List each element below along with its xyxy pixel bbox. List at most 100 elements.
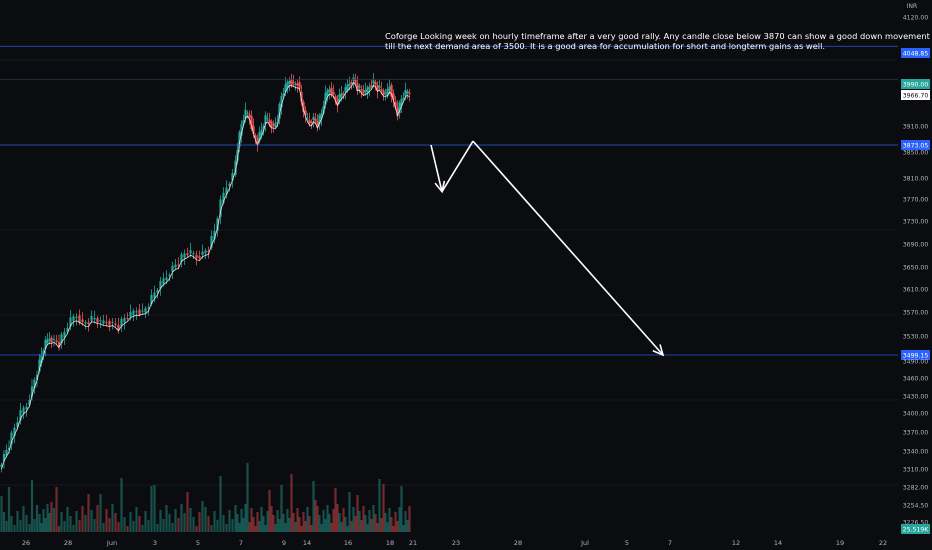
volume-bar: [366, 524, 369, 532]
price-tag: [901, 140, 930, 150]
candle-body: [216, 218, 219, 231]
projection-segment: [472, 140, 664, 356]
candle-body: [356, 83, 359, 92]
candle-body: [322, 106, 325, 114]
volume-bar: [38, 514, 41, 532]
volume-bar: [96, 505, 99, 532]
volume-bar: [171, 523, 174, 532]
volume-bar: [278, 519, 281, 532]
volume-bar: [318, 515, 321, 532]
volume-bar: [378, 479, 381, 532]
volume-bar: [120, 478, 123, 532]
candle-body: [408, 92, 411, 94]
candle-body: [50, 337, 53, 343]
volume-bar: [406, 520, 409, 532]
volume-bar: [328, 514, 331, 532]
volume-bar: [213, 511, 216, 532]
time-axis-label: 28: [514, 539, 522, 547]
volume-bar: [348, 492, 351, 532]
time-axis-label: 18: [386, 539, 394, 547]
volume-bar: [72, 525, 75, 532]
candle-body: [66, 328, 69, 333]
candle-body: [90, 316, 93, 321]
candle-body: [348, 83, 351, 87]
candle-body: [168, 275, 171, 277]
volume-bar: [354, 516, 357, 532]
candle-body: [57, 341, 61, 347]
time-axis[interactable]: 26 28 Jun 3 5 7 9 14 16 18 21 23 28 Jul 5 7 12 14 19 22: [22, 539, 887, 547]
volume-bar: [174, 509, 177, 532]
price-axis-label: 3370.00: [903, 430, 929, 437]
price-axis-label: 3254.50: [903, 503, 929, 510]
volume-bar: [396, 521, 399, 532]
currency-label: INR: [907, 3, 917, 10]
arrow-head: [652, 344, 665, 357]
candle-body: [326, 90, 329, 97]
candle-body: [288, 81, 291, 84]
price-axis-label: 25.519K: [903, 527, 930, 534]
time-axis-label: 3: [153, 539, 157, 547]
volume-bar: [408, 506, 411, 532]
candle-body: [60, 334, 63, 344]
volume-bar: [262, 516, 265, 532]
volume-bar: [336, 504, 339, 532]
candle-body: [207, 250, 210, 252]
candle-body: [318, 115, 321, 125]
time-axis-label: 5: [196, 539, 200, 547]
volume-bar: [390, 517, 393, 532]
volume-bar: [52, 508, 56, 532]
time-axis-label: 19: [836, 539, 844, 547]
candle-body: [162, 278, 165, 285]
current-price-tag: [901, 90, 930, 100]
candle-body: [240, 124, 243, 136]
volume-bar: [48, 513, 51, 532]
time-axis-label: 26: [22, 539, 30, 547]
candle-body: [13, 427, 16, 436]
price-axis-label: 3430.00: [903, 394, 929, 401]
time-axis-label: 12: [732, 539, 740, 547]
candle-body: [2, 453, 6, 462]
time-axis-label: Jun: [106, 539, 117, 547]
volume-bar: [66, 507, 69, 532]
time-axis-label: Jul: [580, 539, 589, 547]
candle-body: [42, 350, 45, 355]
volume-bar: [266, 511, 269, 532]
moving-average-line: [1, 81, 410, 470]
candle-body: [302, 101, 305, 112]
candle-body: [105, 322, 108, 324]
volume-bar: [177, 518, 180, 532]
volume-bar: [50, 502, 53, 532]
volume-bar: [352, 507, 355, 532]
candle-body: [228, 183, 231, 187]
volume-bar: [60, 512, 63, 532]
volume-bar: [75, 511, 78, 532]
candle-body: [370, 84, 373, 87]
price-axis-label: 3400.00: [903, 411, 929, 418]
candle-body: [346, 84, 349, 91]
volume-bar: [298, 517, 301, 532]
volume-bar: [156, 524, 159, 532]
volume-bar: [388, 508, 391, 532]
price-axis-label: 3966.70: [903, 93, 929, 100]
volume-bar: [402, 525, 405, 532]
volume-bar: [111, 504, 114, 532]
candle-body: [123, 318, 126, 323]
candle-body: [390, 84, 393, 97]
volume-bar: [192, 517, 195, 532]
volume-bar: [362, 506, 365, 532]
chart-grid: [0, 59, 898, 486]
candle-body: [256, 138, 259, 145]
volume-bar: [150, 486, 153, 532]
candle-body: [225, 187, 228, 195]
price-axis-label: 3850.00: [903, 150, 929, 157]
price-axis[interactable]: INR 4120.00 4048.85 3990.00 3966.70 3910.00 38…: [901, 3, 930, 534]
volume-bar: [310, 525, 313, 532]
candle-body: [38, 359, 41, 372]
volume-bar: [2, 512, 6, 532]
volume-bar: [240, 509, 243, 532]
candle-body: [384, 92, 387, 94]
candlesticks: [0, 73, 411, 473]
candle-body: [336, 98, 339, 106]
volume-bar: [392, 526, 395, 532]
